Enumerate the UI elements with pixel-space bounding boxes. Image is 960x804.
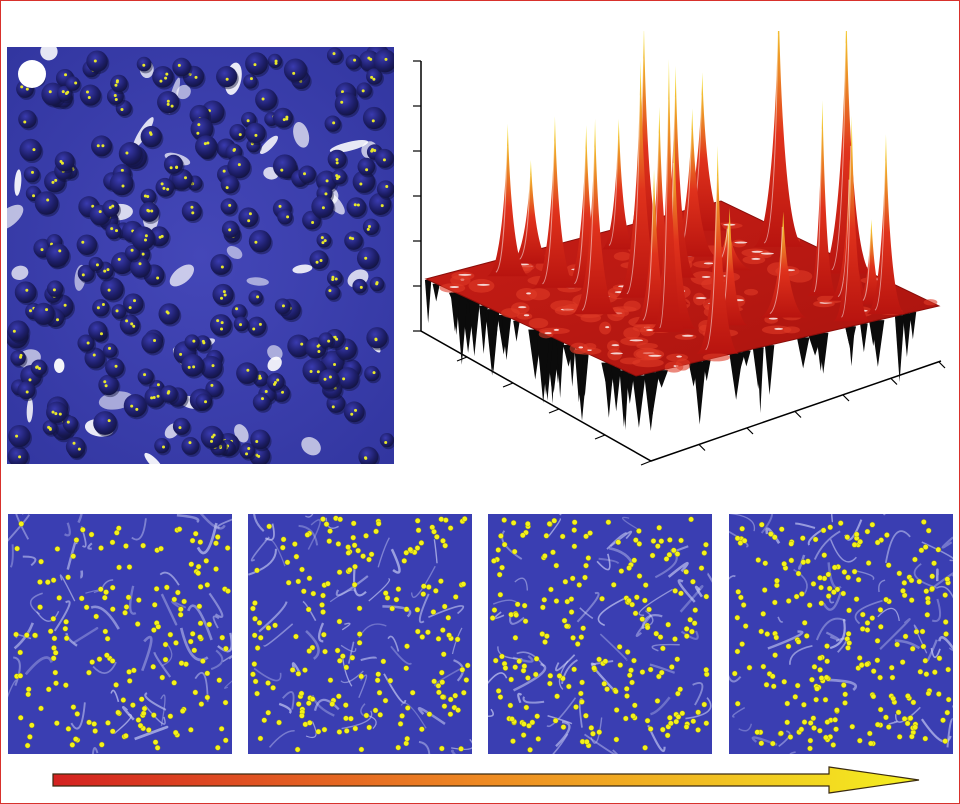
sequence-panel-2 (248, 514, 472, 754)
particle-field-image (7, 47, 394, 464)
surface-axes (413, 60, 946, 466)
particle-field-panel (7, 47, 394, 464)
progress-arrow (51, 765, 926, 795)
white-spot-icon (18, 60, 46, 88)
sequence-panel-1 (8, 514, 232, 754)
sequence-panel-3 (488, 514, 712, 754)
sequence-image-1 (8, 514, 232, 754)
arrow-right-icon (52, 766, 920, 794)
sequence-panel-4 (729, 514, 953, 754)
sequence-image-4 (729, 514, 953, 754)
surface-plot-image (413, 31, 946, 466)
surface-plot-panel (411, 31, 956, 471)
sequence-image-3 (488, 514, 712, 754)
sequence-image-2 (248, 514, 472, 754)
